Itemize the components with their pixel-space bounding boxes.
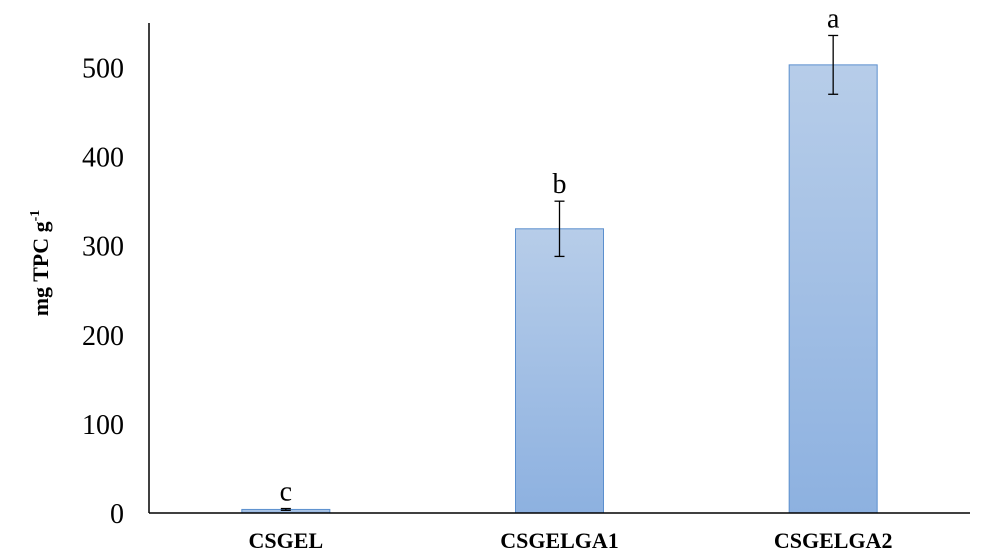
y-tick-label: 100 bbox=[82, 410, 124, 441]
category-label: CSGEL bbox=[249, 528, 324, 553]
significance-letter: c bbox=[280, 477, 292, 508]
bar bbox=[515, 228, 604, 514]
y-tick-label: 300 bbox=[82, 232, 124, 263]
y-tick-labels: 0 100 200 300 400 500 bbox=[82, 54, 124, 530]
y-axis-label-main: mg TPC g bbox=[28, 221, 53, 316]
significance-letter: a bbox=[827, 3, 840, 34]
y-tick-label: 200 bbox=[82, 321, 124, 352]
y-axis-label: mg TPC g-1 bbox=[28, 210, 53, 317]
y-axis-label-group: mg TPC g-1 bbox=[28, 210, 53, 317]
significance-letter: b bbox=[553, 169, 567, 200]
bar bbox=[788, 64, 878, 514]
y-tick-label: 0 bbox=[110, 499, 124, 530]
significance-labels: c b a bbox=[280, 3, 840, 507]
bars bbox=[241, 64, 878, 514]
category-labels: CSGEL CSGELGA1 CSGELGA2 bbox=[249, 528, 893, 553]
error-bars bbox=[280, 34, 839, 511]
y-axis-label-superscript: -1 bbox=[28, 210, 43, 222]
y-tick-label: 500 bbox=[82, 54, 124, 85]
y-tick-label: 400 bbox=[82, 143, 124, 174]
category-label: CSGELGA2 bbox=[774, 528, 893, 553]
category-label: CSGELGA1 bbox=[500, 528, 619, 553]
